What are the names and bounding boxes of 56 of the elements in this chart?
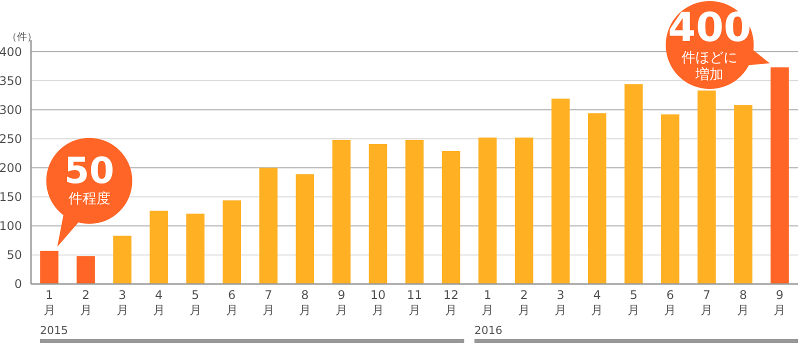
x-tick-label: 3月 (554, 288, 567, 317)
y-tick-label: 200 (0, 161, 22, 176)
x-tick-label: 8月 (737, 288, 750, 317)
x-tick-label: 1月 (482, 288, 494, 317)
bar (624, 84, 643, 284)
x-tick-label: 7月 (700, 288, 713, 317)
bar (734, 105, 752, 284)
y-tick-label: 400 (0, 44, 22, 59)
bar (588, 113, 606, 284)
bar (368, 144, 388, 284)
bar (698, 90, 716, 284)
bar (478, 138, 497, 284)
x-tick-label: 2月 (80, 288, 92, 317)
x-tick-label: 11月 (406, 288, 422, 317)
text: 2015 (40, 324, 68, 337)
bar (442, 150, 460, 284)
bar (332, 140, 351, 284)
y-tick-label: 150 (0, 190, 22, 204)
x-tick-label: 9月 (335, 288, 348, 317)
x-tick-label: 7月 (262, 288, 274, 317)
bar (661, 114, 680, 284)
x-tick-label: 4月 (152, 288, 165, 317)
x-tick-label: 6月 (226, 288, 238, 317)
y-tick-label: 100 (0, 219, 22, 234)
bar (76, 256, 95, 284)
x-tick-label: 5月 (628, 288, 640, 317)
bar (259, 168, 278, 284)
bar (113, 236, 132, 284)
y-tick-label: 350 (0, 74, 22, 88)
y-tick-label: 300 (0, 102, 22, 117)
x-tick-label: 6月 (664, 288, 676, 317)
x-tick-label: 12月 (443, 288, 459, 317)
annotation: 400件ほどに増加 (668, 5, 752, 83)
x-tick-label: 3月 (116, 288, 128, 317)
bar (514, 138, 534, 284)
bar (551, 98, 570, 284)
annotation: 50件程度 (64, 150, 114, 207)
y-tick-label: 50 (6, 248, 22, 262)
x-tick-label: 4月 (591, 288, 604, 317)
bar (40, 250, 58, 284)
x-tick-label: 10月 (370, 288, 386, 317)
bar (405, 140, 424, 284)
y-axis-title: （件） (7, 32, 37, 43)
y-tick-label: 0 (14, 277, 22, 292)
bar (296, 174, 314, 284)
text: 2016 (474, 324, 502, 337)
y-tick-label: 250 (0, 132, 22, 146)
x-tick-label: 9月 (774, 288, 786, 317)
x-tick-label: 1月 (43, 288, 56, 317)
bar (770, 67, 789, 284)
x-tick-label: 5月 (189, 288, 202, 317)
x-tick-label: 8月 (298, 288, 311, 317)
x-tick-label: 2月 (518, 288, 530, 317)
bar (186, 214, 204, 284)
bar (222, 200, 242, 284)
bar (150, 210, 168, 284)
